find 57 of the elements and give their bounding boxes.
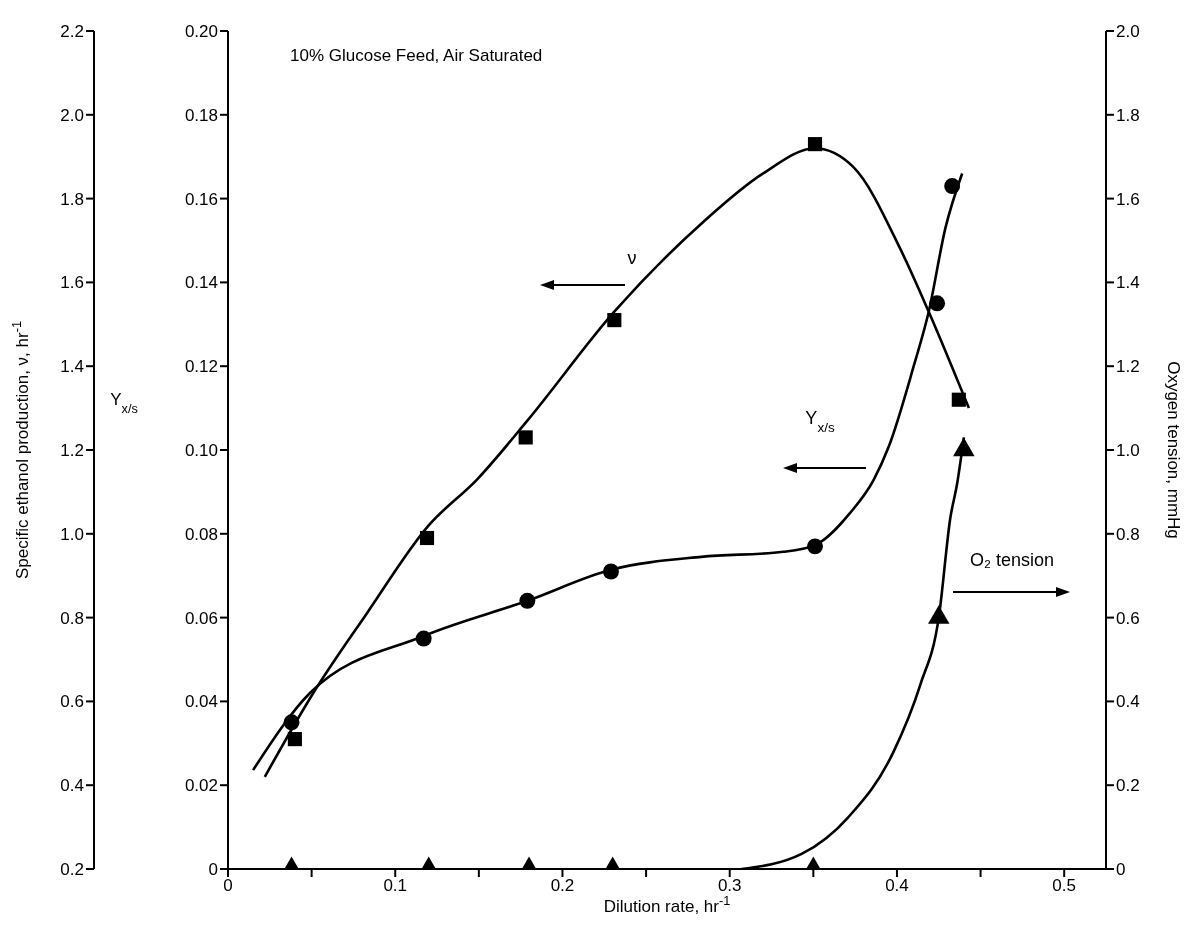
point [807,137,823,152]
y2-tick-label: 0.2 [1116,776,1140,796]
annotation: O₂ tension [969,550,1055,570]
text: 10% Glucose Feed, Air Saturated [290,46,543,66]
y2-tick-label: 0.4 [1116,692,1140,712]
y3-tick-label: 1.2 [60,441,84,461]
y-tick-label: 0.02 [184,776,218,796]
x-tick-label: 0.4 [885,876,909,896]
y2-tick-label: 0.6 [1116,608,1140,628]
point [607,313,622,328]
y-tick-label: 0.04 [184,692,218,712]
y-tick-label: 0.16 [184,189,218,209]
x-tick-label: 0.2 [550,876,575,896]
y3-tick-label: 2.2 [60,22,84,42]
y2-tick-label: 1.4 [1116,273,1140,293]
y-tick-label: 0.14 [184,273,218,293]
point [518,430,533,445]
y-tick-label: 0 [208,860,218,880]
annotation: ν [627,248,637,268]
y3-tick-label: 0.8 [60,608,84,628]
point [929,295,946,312]
y3-tick-label: 0.6 [60,692,84,712]
y2-axis-title: Oxygen tension, mmHg [1164,361,1183,539]
y3-tick-label: 1.4 [60,357,84,377]
point [951,392,966,407]
y-tick-label: 0.18 [184,105,218,125]
x-tick-label: 0 [223,876,233,896]
point [283,714,300,731]
x-tick-label: 0.1 [383,876,408,896]
y3-tick-label: 1.6 [60,273,84,293]
point [944,178,961,194]
x-tick-label: 0.5 [1052,876,1077,896]
y3-tick-label: 0.2 [60,860,84,880]
y-tick-label: 0.10 [184,441,218,461]
y-tick-label: 0.06 [184,608,218,628]
y2-tick-label: 1.0 [1116,441,1140,461]
y3-tick-label: 0.4 [60,776,84,796]
y2-tick-label: 0.8 [1116,524,1140,544]
point [519,592,536,609]
y-axis-title: Y$_{x/s}$ [110,390,138,416]
annotation: Y$_{x/s}$ [805,408,835,435]
point [419,530,435,546]
y-tick-label: 0.08 [184,524,218,544]
y2-tick-label: 2.0 [1116,22,1140,42]
y-tick-label: 0.20 [184,22,218,42]
y2-tick-label: 1.8 [1116,105,1140,125]
y2-tick-label: 0 [1116,860,1126,880]
point [807,538,823,555]
y2-tick-label: 1.6 [1116,189,1140,209]
y3-tick-label: 2.0 [60,105,84,125]
y3-tick-label: 1.8 [60,189,84,209]
y2-tick-label: 1.2 [1116,357,1140,377]
y-tick-label: 0.12 [184,357,218,377]
y3-tick-label: 1.0 [60,524,84,544]
point [415,630,432,647]
point [287,732,302,747]
point [603,563,619,580]
